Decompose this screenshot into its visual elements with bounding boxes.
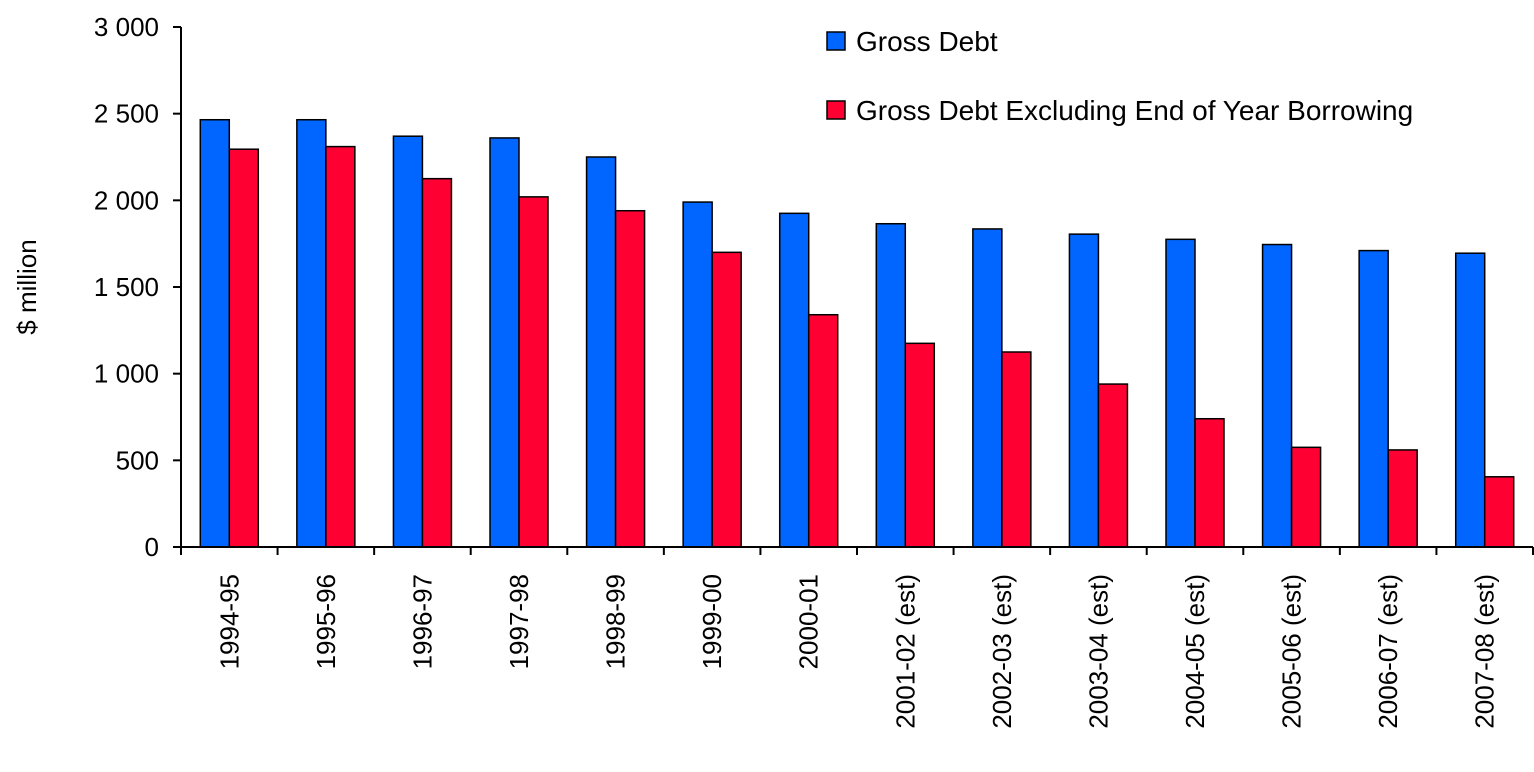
bar-gross-debt-excl-eoy-2001-02 (est) (904, 342, 936, 548)
bar-gross-debt-1996-97 (392, 135, 424, 548)
x-axis-labels: 1994-95 1995-96 1996-97 1997-98 1998-99 1999-… (214, 574, 1499, 729)
bar-gross-debt-2004-05 (est) (1165, 238, 1196, 548)
x-axis-ticks (180, 547, 1534, 555)
bar-gross-debt-excl-eoy-1995-96 (325, 145, 356, 548)
bar-gross-debt-excl-eoy-1998-99 (614, 209, 646, 548)
bar-gross-debt-excl-eoy-2005-06 (est) (1290, 446, 1322, 548)
bar-gross-debt-2001-02 (est) (875, 222, 907, 548)
bar-gross-debt-1998-99 (585, 156, 617, 548)
legend-swatch-gross-debt-excl-eoy (826, 100, 846, 120)
bar-gross-debt-1997-98 (489, 137, 520, 548)
bar-gross-debt-excl-eoy-2002-03 (est) (1001, 351, 1032, 548)
bar-gross-debt-excl-eoy-1994-95 (228, 148, 260, 548)
x-tick-label: 2004-05 (est) (1180, 574, 1210, 729)
y-tick-label: 0 (145, 532, 159, 562)
x-tick-label: 1998-99 (601, 574, 631, 669)
bar-gross-debt-2006-07 (est) (1358, 249, 1389, 548)
bar-gross-debt-2003-04 (est) (1068, 233, 1100, 548)
bar-gross-debt-excl-eoy-1997-98 (518, 196, 549, 548)
bar-gross-debt-1994-95 (199, 118, 231, 548)
legend: Gross Debt Gross Debt Excluding End of Ye… (826, 26, 1413, 126)
bar-gross-debt-1995-96 (296, 118, 327, 548)
bar-gross-debt-excl-eoy-1996-97 (421, 177, 453, 548)
x-tick-label: 2001-02 (est) (890, 574, 920, 729)
bar-gross-debt-1999-00 (682, 201, 713, 548)
bar-gross-debt-excl-eoy-2000-01 (807, 313, 839, 548)
x-tick-label: 1997-98 (504, 574, 534, 669)
x-tick-label: 2007-08 (est) (1470, 574, 1500, 729)
x-tick-label: 2000-01 (794, 574, 824, 669)
bar-gross-debt-2002-03 (est) (972, 228, 1003, 548)
x-tick-label: 2005-06 (est) (1277, 574, 1307, 729)
legend-label-gross-debt-excl-eoy: Gross Debt Excluding End of Year Borrowi… (856, 95, 1413, 126)
bar-gross-debt-2007-08 (est) (1454, 252, 1486, 548)
y-axis-title: $ million (12, 239, 42, 334)
bar-gross-debt-excl-eoy-2007-08 (est) (1483, 476, 1515, 548)
x-tick-label: 1996-97 (407, 574, 437, 669)
bar-gross-debt-excl-eoy-1999-00 (711, 251, 742, 548)
bar-gross-debt-excl-eoy-2003-04 (est) (1097, 383, 1129, 548)
y-axis-ticks: 0 500 1 000 1 500 2 000 2 500 3 000 (94, 12, 181, 562)
bar-gross-debt-excl-eoy-2006-07 (est) (1387, 449, 1418, 548)
y-tick-label: 3 000 (94, 12, 159, 42)
y-tick-label: 1 000 (94, 359, 159, 389)
legend-label-gross-debt: Gross Debt (856, 26, 998, 57)
x-tick-label: 2002-03 (est) (987, 574, 1017, 729)
x-tick-label: 1999-00 (697, 574, 727, 669)
x-tick-label: 1995-96 (311, 574, 341, 669)
legend-swatch-gross-debt (826, 31, 846, 51)
y-tick-label: 2 000 (94, 185, 159, 215)
bars (199, 118, 1515, 548)
bar-gross-debt-2000-01 (778, 212, 810, 548)
y-tick-label: 1 500 (94, 272, 159, 302)
bar-gross-debt-excl-eoy-2004-05 (est) (1194, 417, 1225, 548)
x-tick-label: 2006-07 (est) (1373, 574, 1403, 729)
y-tick-label: 500 (116, 445, 159, 475)
x-tick-label: 1994-95 (214, 574, 244, 669)
x-tick-label: 2003-04 (est) (1083, 574, 1113, 729)
bar-gross-debt-2005-06 (est) (1261, 243, 1293, 548)
y-tick-label: 2 500 (94, 99, 159, 129)
